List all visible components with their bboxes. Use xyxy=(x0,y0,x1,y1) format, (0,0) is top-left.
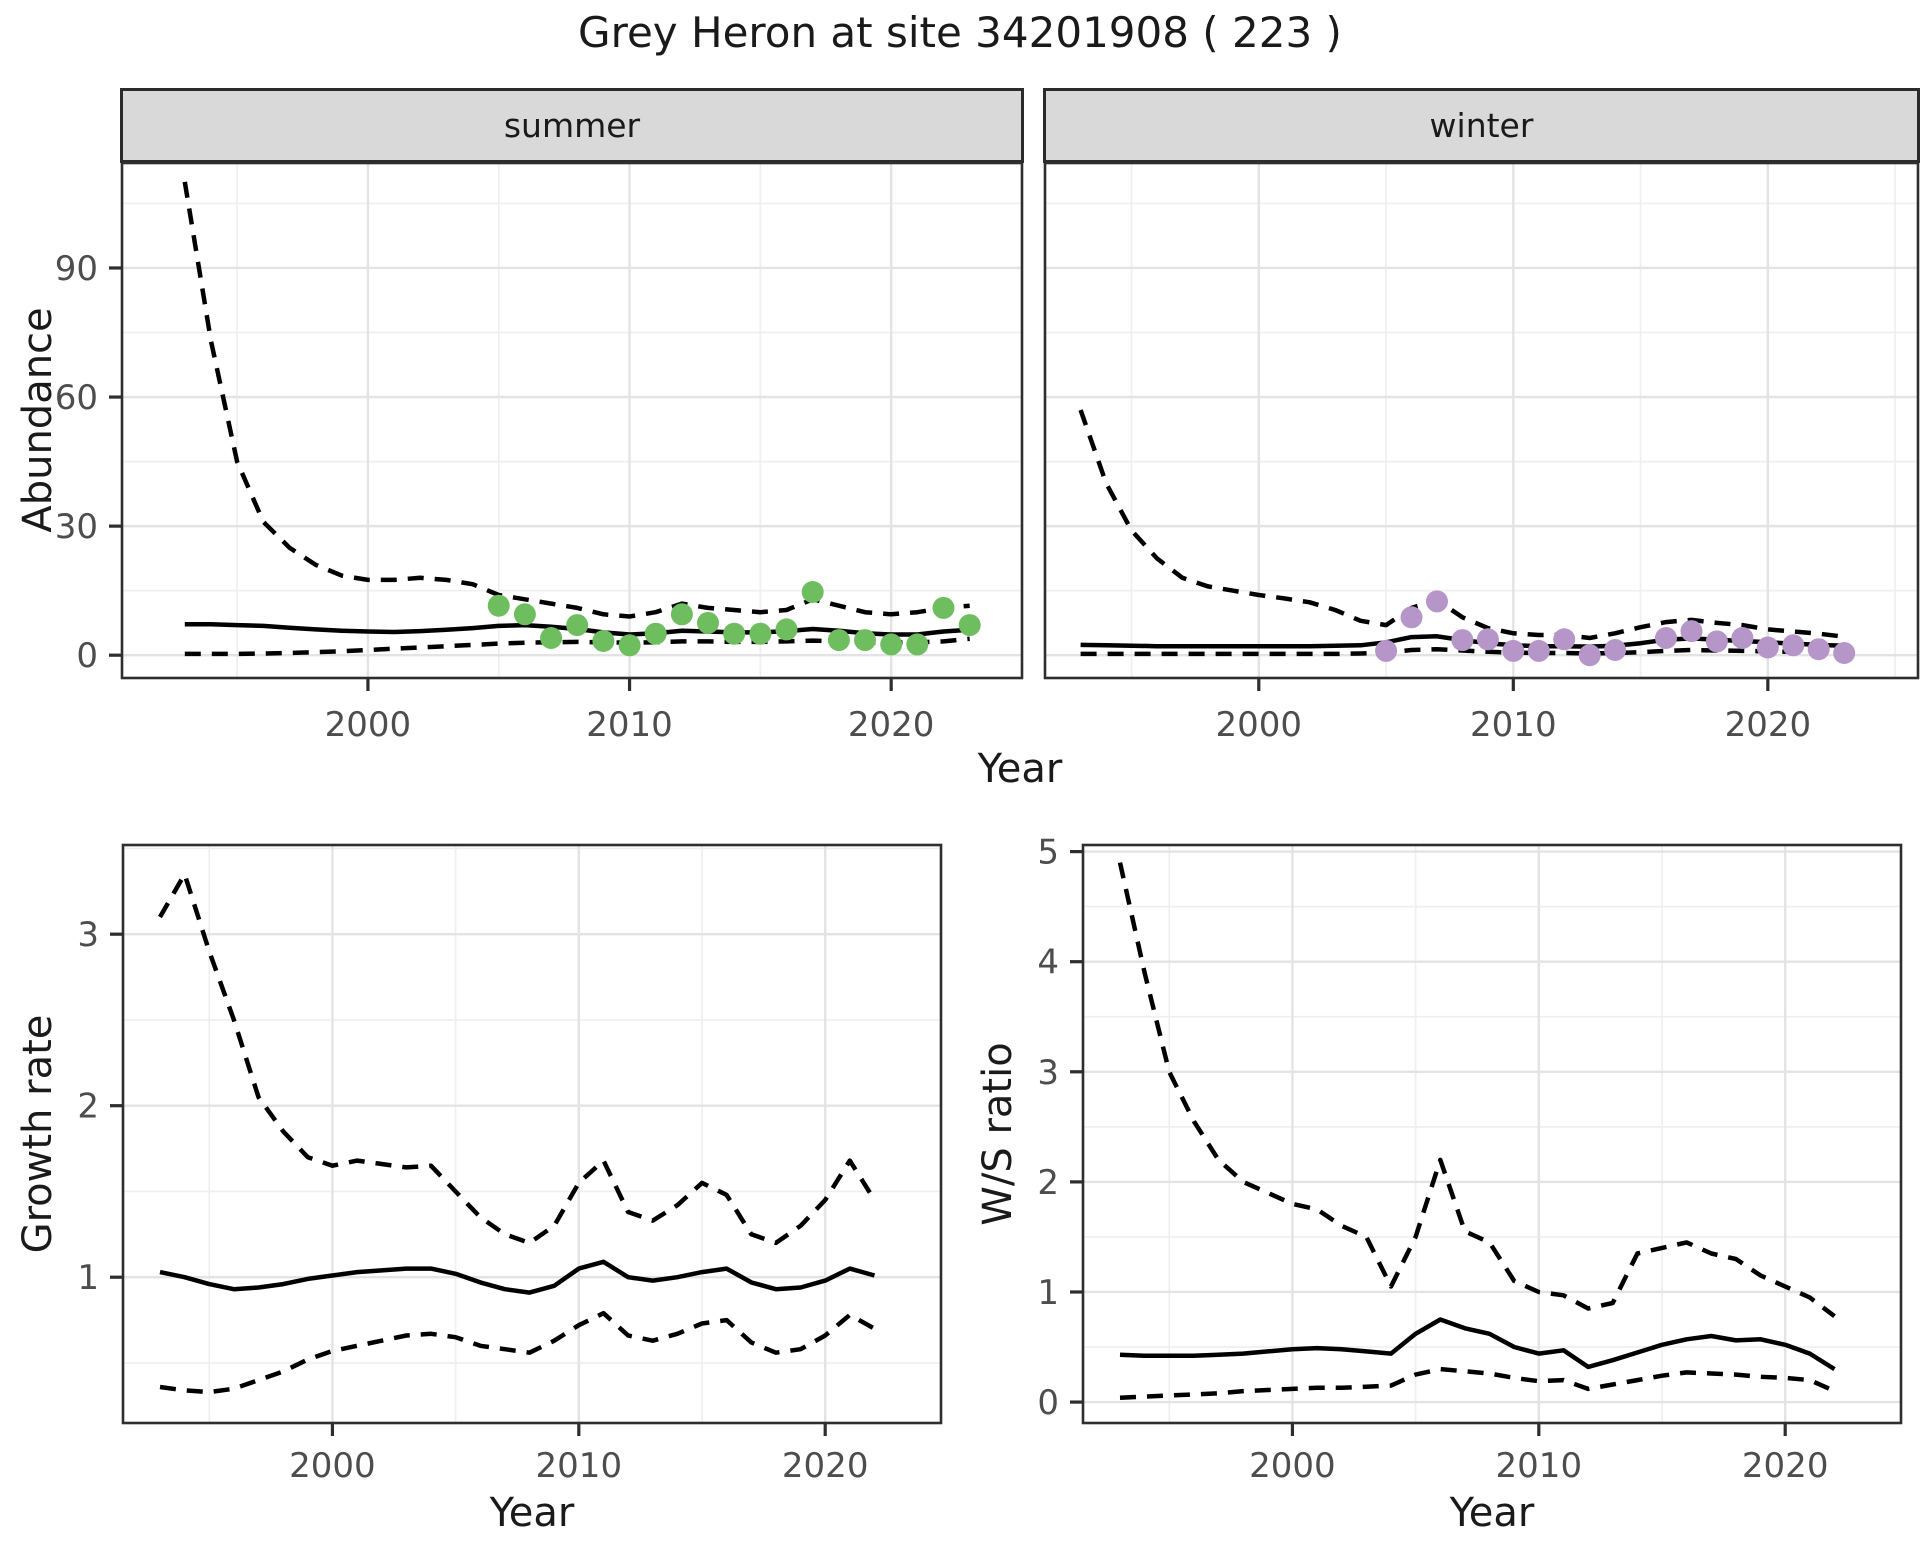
abundance_summer-data-point xyxy=(566,614,589,637)
y-tick-label: 2 xyxy=(77,1087,99,1127)
abundance_summer-data-point xyxy=(880,633,903,656)
abundance_summer-data-point xyxy=(775,618,798,641)
abundance_winter-upper-ci-line xyxy=(1078,409,1845,641)
abundance_winter-data-point xyxy=(1756,636,1779,659)
panel-background xyxy=(1045,163,1918,678)
panel-abundance_winter: 2000 2010 2020 xyxy=(1043,161,1920,745)
x-tick-label: 2010 xyxy=(536,1446,623,1486)
y-tick-label: 30 xyxy=(55,507,98,547)
abundance_summer-data-point xyxy=(854,629,876,652)
x-tick-label: 2000 xyxy=(325,705,412,745)
abundance_summer-data-point xyxy=(513,603,536,626)
x-tick-label: 2010 xyxy=(586,705,673,745)
chart-title: Grey Heron at site 34201908 ( 223 ) xyxy=(578,8,1342,57)
abundance_winter-data-point xyxy=(1833,642,1856,664)
x-tick-label: 2010 xyxy=(1496,1446,1583,1486)
abundance_summer-data-point xyxy=(827,629,850,652)
abundance_winter-data-point xyxy=(1400,606,1423,629)
facet-label-winter: winter xyxy=(1429,106,1534,145)
facet-label-summer: summer xyxy=(503,106,641,145)
facet-strip-summer: summer xyxy=(120,88,1024,163)
x-axis-title-year-bottom-left: Year xyxy=(489,1490,575,1536)
abundance_winter-data-point xyxy=(1502,639,1525,662)
panel-border xyxy=(121,843,943,1425)
abundance_winter-data-point xyxy=(1476,628,1499,651)
growth_rate-median-line xyxy=(159,1259,876,1295)
x-tick-label: 2020 xyxy=(1742,1446,1829,1486)
growth_rate-upper-ci-line xyxy=(158,871,877,1246)
abundance_winter-data-point xyxy=(1375,639,1398,662)
y-tick-label: 0 xyxy=(1037,1383,1059,1423)
abundance_winter-data-point xyxy=(1807,638,1830,661)
abundance_winter-data-point xyxy=(1680,620,1703,643)
x-tick-label: 2020 xyxy=(782,1446,869,1486)
panel-abundance_summer: 2000 2010 2020 0 30 60 90 xyxy=(55,161,1024,745)
abundance_winter-data-point xyxy=(1604,639,1627,661)
abundance_summer-data-point xyxy=(644,622,667,645)
abundance_winter-data-point xyxy=(1578,644,1601,667)
abundance_summer-data-point xyxy=(723,622,746,645)
x-tick-label: 2010 xyxy=(1470,705,1557,745)
abundance_winter-data-point xyxy=(1731,627,1754,649)
y-tick-label: 3 xyxy=(77,915,99,955)
y-tick-label: 0 xyxy=(76,636,98,676)
abundance_summer-data-point xyxy=(540,627,563,649)
panel-background xyxy=(122,163,1022,678)
panel-ws_ratio: 2000 2010 2020 0 1 2 3 4 5 xyxy=(1037,833,1903,1486)
abundance_summer-data-point xyxy=(487,594,510,617)
facet-strip-winter: winter xyxy=(1043,88,1920,163)
y-tick-label: 90 xyxy=(55,249,98,289)
abundance_summer-data-point xyxy=(958,614,981,637)
x-tick-label: 2000 xyxy=(289,1446,376,1486)
x-tick-label: 2020 xyxy=(848,705,935,745)
abundance_winter-data-point xyxy=(1553,628,1576,651)
abundance_summer-upper-ci-line xyxy=(182,181,970,619)
ws_ratio-upper-ci-line xyxy=(1117,862,1836,1318)
ws_ratio-lower-ci-line xyxy=(1119,1366,1836,1400)
abundance_summer-data-point xyxy=(932,596,955,619)
y-tick-label: 3 xyxy=(1037,1053,1059,1093)
abundance_winter-data-point xyxy=(1655,627,1677,649)
x-tick-label: 2000 xyxy=(1249,1446,1336,1486)
abundance_winter-data-point xyxy=(1451,629,1474,652)
x-tick-label: 2020 xyxy=(1725,705,1812,745)
panel-border xyxy=(1081,843,1903,1425)
x-axis-title-year-bottom-right: Year xyxy=(1449,1490,1535,1536)
panel-border xyxy=(1043,161,1920,680)
growth_rate-lower-ci-line xyxy=(159,1310,876,1395)
ws_ratio-median-line xyxy=(1119,1317,1836,1372)
abundance_summer-data-point xyxy=(592,630,615,652)
abundance_winter-data-point xyxy=(1705,630,1728,653)
y-tick-label: 1 xyxy=(1037,1273,1059,1313)
abundance_summer-data-point xyxy=(697,611,719,634)
x-tick-label: 2000 xyxy=(1216,705,1303,745)
x-axis-title-year-top: Year xyxy=(977,746,1063,792)
abundance_summer-data-point xyxy=(670,603,693,626)
abundance_summer-data-point xyxy=(749,622,772,645)
y-tick-label: 2 xyxy=(1037,1163,1059,1203)
y-tick-label: 1 xyxy=(77,1258,99,1298)
y-tick-label: 5 xyxy=(1037,833,1059,873)
y-tick-label: 4 xyxy=(1037,943,1059,983)
abundance_winter-data-point xyxy=(1527,639,1550,662)
panel-background xyxy=(1083,845,1901,1423)
abundance_winter-data-point xyxy=(1426,590,1448,613)
abundance_summer-data-point xyxy=(801,581,824,603)
panel-growth_rate: 2000 2010 2020 1 2 3 xyxy=(77,843,943,1486)
panel-background xyxy=(123,845,941,1423)
abundance_winter-data-point xyxy=(1782,634,1805,657)
abundance_summer-data-point xyxy=(906,633,929,656)
panel-border xyxy=(120,161,1024,680)
abundance_summer-data-point xyxy=(618,634,641,657)
y-tick-label: 60 xyxy=(55,378,98,418)
